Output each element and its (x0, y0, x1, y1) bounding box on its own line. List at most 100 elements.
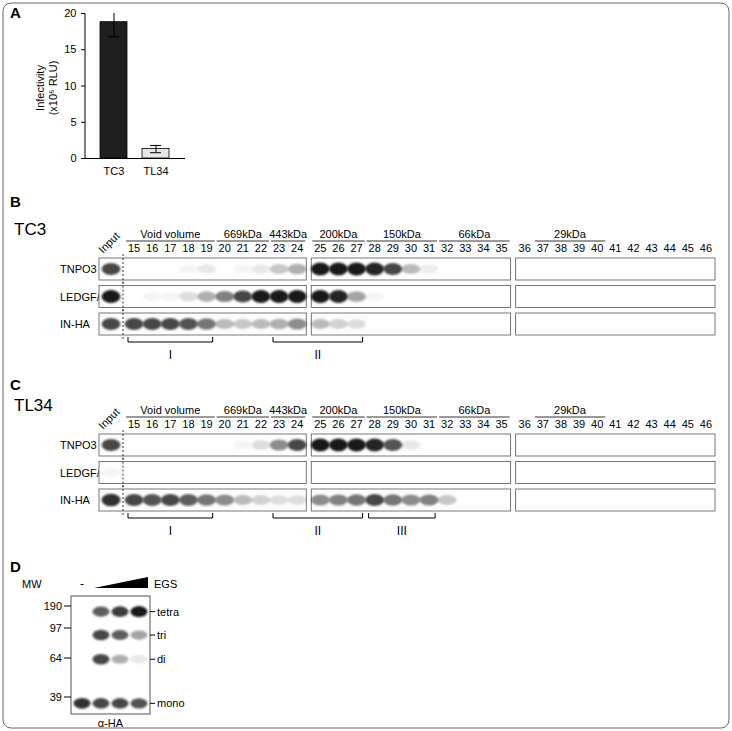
svg-text:25: 25 (314, 418, 326, 430)
svg-text:37: 37 (537, 242, 549, 254)
svg-text:19: 19 (200, 418, 212, 430)
svg-text:26: 26 (332, 418, 344, 430)
svg-text:MW: MW (22, 578, 42, 590)
svg-text:24: 24 (291, 242, 303, 254)
svg-text:16: 16 (146, 242, 158, 254)
svg-text:I: I (169, 524, 172, 538)
svg-text:669kDa: 669kDa (224, 228, 263, 240)
svg-text:26: 26 (332, 242, 344, 254)
svg-text:35: 35 (495, 242, 507, 254)
svg-text:37: 37 (537, 418, 549, 430)
svg-text:21: 21 (237, 418, 249, 430)
svg-text:10: 10 (64, 80, 76, 92)
svg-text:IN-HA: IN-HA (60, 318, 91, 330)
svg-text:40: 40 (591, 242, 603, 254)
svg-text:5: 5 (70, 116, 76, 128)
svg-text:TL34: TL34 (14, 396, 53, 415)
svg-text:23: 23 (273, 418, 285, 430)
svg-text:46: 46 (700, 242, 712, 254)
svg-text:17: 17 (164, 418, 176, 430)
svg-text:TC3: TC3 (14, 220, 46, 239)
svg-text:Void volume: Void volume (140, 404, 200, 416)
svg-text:28: 28 (369, 418, 381, 430)
svg-text:TL34: TL34 (143, 165, 168, 177)
svg-text:0: 0 (70, 152, 76, 164)
svg-text:22: 22 (255, 242, 267, 254)
svg-text:18: 18 (182, 418, 194, 430)
svg-text:45: 45 (682, 418, 694, 430)
svg-text:tetra: tetra (157, 606, 180, 618)
svg-text:29kDa: 29kDa (554, 228, 587, 240)
svg-text:19: 19 (200, 242, 212, 254)
svg-text:20: 20 (64, 7, 76, 19)
svg-text:EGS: EGS (154, 578, 177, 590)
svg-text:150kDa: 150kDa (383, 228, 422, 240)
svg-text:20: 20 (219, 418, 231, 430)
svg-text:41: 41 (609, 242, 621, 254)
svg-text:669kDa: 669kDa (224, 404, 263, 416)
svg-text:42: 42 (627, 418, 639, 430)
svg-text:23: 23 (273, 242, 285, 254)
svg-text:443kDa: 443kDa (269, 404, 308, 416)
svg-text:39: 39 (573, 242, 585, 254)
svg-text:31: 31 (423, 418, 435, 430)
svg-text:B: B (10, 193, 21, 210)
svg-text:36: 36 (519, 242, 531, 254)
svg-text:15: 15 (128, 418, 140, 430)
svg-text:TC3: TC3 (104, 165, 125, 177)
svg-text:443kDa: 443kDa (269, 228, 308, 240)
svg-text:Infectivity(x10⁶ RLU): Infectivity(x10⁶ RLU) (34, 61, 59, 116)
svg-text:35: 35 (495, 418, 507, 430)
svg-text:24: 24 (291, 418, 303, 430)
svg-text:66kDa: 66kDa (458, 228, 491, 240)
svg-text:α-HA: α-HA (98, 717, 124, 729)
svg-text:-: - (80, 577, 84, 591)
svg-text:29kDa: 29kDa (554, 404, 587, 416)
svg-text:34: 34 (477, 418, 489, 430)
svg-text:32: 32 (441, 418, 453, 430)
svg-text:150kDa: 150kDa (383, 404, 422, 416)
svg-text:I: I (169, 348, 172, 362)
svg-text:IN-HA: IN-HA (60, 494, 91, 506)
svg-text:di: di (157, 653, 166, 665)
svg-text:tri: tri (157, 629, 166, 641)
svg-text:15: 15 (128, 242, 140, 254)
svg-text:D: D (10, 558, 21, 575)
svg-text:Input: Input (96, 230, 122, 256)
svg-text:II: II (314, 524, 321, 538)
svg-text:44: 44 (664, 418, 676, 430)
svg-text:18: 18 (182, 242, 194, 254)
svg-text:34: 34 (477, 242, 489, 254)
svg-text:16: 16 (146, 418, 158, 430)
svg-text:38: 38 (555, 418, 567, 430)
svg-text:46: 46 (700, 418, 712, 430)
svg-text:40: 40 (591, 418, 603, 430)
svg-text:A: A (10, 4, 21, 21)
svg-text:39: 39 (50, 691, 62, 703)
svg-text:21: 21 (237, 242, 249, 254)
svg-text:25: 25 (314, 242, 326, 254)
svg-text:39: 39 (573, 418, 585, 430)
svg-text:Void volume: Void volume (140, 228, 200, 240)
svg-text:32: 32 (441, 242, 453, 254)
svg-text:33: 33 (459, 242, 471, 254)
svg-text:200kDa: 200kDa (319, 404, 358, 416)
svg-text:190: 190 (44, 600, 62, 612)
svg-text:Input: Input (96, 406, 122, 432)
svg-text:III: III (397, 524, 407, 538)
svg-text:C: C (10, 376, 21, 393)
svg-text:15: 15 (64, 43, 76, 55)
svg-text:28: 28 (369, 242, 381, 254)
svg-text:mono: mono (157, 697, 185, 709)
svg-text:42: 42 (627, 242, 639, 254)
svg-text:200kDa: 200kDa (319, 228, 358, 240)
svg-text:64: 64 (50, 652, 62, 664)
svg-text:20: 20 (219, 242, 231, 254)
svg-text:31: 31 (423, 242, 435, 254)
svg-text:45: 45 (682, 242, 694, 254)
svg-text:38: 38 (555, 242, 567, 254)
svg-text:II: II (314, 348, 321, 362)
svg-text:30: 30 (405, 418, 417, 430)
svg-text:29: 29 (387, 242, 399, 254)
svg-text:66kDa: 66kDa (458, 404, 491, 416)
